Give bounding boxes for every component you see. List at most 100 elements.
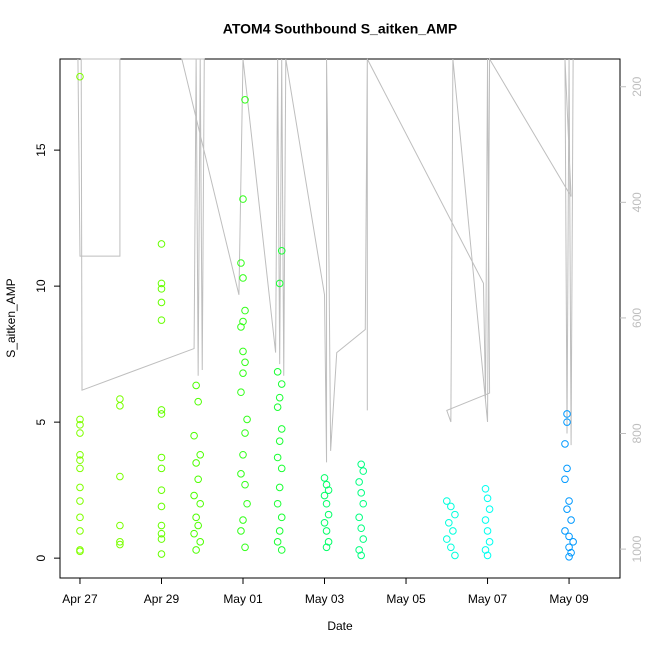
data-point	[76, 415, 84, 424]
data-point	[239, 347, 247, 356]
data-point	[442, 535, 451, 543]
data-point	[359, 467, 368, 475]
y-axis-label: S_aitken_AMP	[4, 278, 18, 357]
data-point	[563, 505, 571, 513]
y2-tick-label: 200	[630, 76, 644, 96]
data-point	[451, 510, 459, 519]
data-point	[277, 380, 286, 388]
data-point	[237, 323, 245, 331]
data-point	[239, 317, 247, 326]
data-point	[239, 450, 247, 459]
data-point	[237, 470, 245, 478]
data-point	[565, 532, 573, 541]
data-point	[192, 546, 200, 554]
data-point	[273, 453, 282, 462]
data-point	[76, 497, 84, 505]
x-tick-label: May 03	[305, 592, 345, 606]
data-point	[320, 518, 329, 527]
data-point	[194, 397, 202, 406]
chart-title: ATOM4 Southbound S_aitken_AMP	[223, 21, 457, 37]
data-point	[561, 527, 569, 535]
data-point	[76, 450, 84, 459]
data-point	[192, 381, 200, 390]
y-tick-label: 10	[34, 279, 48, 293]
data-point	[241, 306, 249, 315]
data-point	[241, 480, 249, 489]
data-point	[196, 450, 205, 459]
x-tick-label: May 01	[223, 592, 263, 606]
y-tick-label: 15	[34, 143, 48, 157]
data-point	[355, 546, 363, 554]
data-point	[116, 540, 124, 549]
data-point	[324, 486, 333, 494]
data-point	[76, 456, 84, 465]
data-point	[157, 550, 166, 558]
data-point	[157, 502, 166, 511]
data-point	[449, 527, 457, 535]
data-point	[322, 527, 331, 535]
data-point	[324, 510, 333, 519]
data-point	[157, 240, 166, 248]
data-point	[275, 437, 284, 445]
data-point	[239, 516, 247, 524]
data-point	[481, 546, 490, 554]
data-point	[447, 543, 455, 552]
y-tick-label: 5	[34, 418, 48, 425]
y2-tick-label: 1000	[630, 535, 644, 562]
data-point	[243, 499, 251, 508]
data-point	[76, 547, 84, 556]
data-point	[357, 489, 365, 497]
data-point	[273, 403, 282, 411]
data-point	[241, 96, 249, 104]
data-point	[322, 543, 331, 552]
data-point	[445, 518, 453, 527]
data-point	[76, 421, 84, 429]
data-point	[447, 502, 455, 511]
data-point	[485, 538, 494, 546]
data-point	[569, 538, 577, 546]
x-tick-label: Apr 29	[144, 592, 180, 606]
data-point	[194, 521, 202, 530]
data-point	[157, 316, 166, 324]
data-point	[277, 513, 286, 522]
data-point	[567, 548, 575, 557]
data-point	[241, 543, 249, 552]
data-point	[273, 499, 282, 508]
data-point	[196, 499, 205, 508]
data-point	[357, 551, 365, 560]
data-point	[237, 388, 245, 397]
y-tick-label: 0	[34, 554, 48, 561]
data-point	[157, 285, 166, 293]
data-point	[76, 483, 84, 492]
data-point	[76, 429, 84, 437]
data-point	[483, 527, 492, 535]
data-point	[357, 460, 365, 469]
data-point	[442, 497, 451, 505]
data-point	[116, 395, 124, 403]
data-point	[76, 513, 84, 522]
data-point	[357, 524, 365, 533]
data-point	[567, 516, 575, 524]
data-point	[241, 358, 249, 367]
data-point	[322, 480, 331, 489]
data-point	[157, 410, 166, 418]
data-point	[273, 368, 282, 376]
y2-tick-label: 400	[630, 192, 644, 212]
data-point	[563, 410, 571, 418]
data-point	[481, 484, 490, 493]
data-point	[157, 453, 166, 462]
data-point	[277, 425, 286, 433]
x-tick-label: May 09	[549, 592, 589, 606]
data-point	[359, 535, 368, 543]
data-point	[275, 279, 284, 288]
data-point	[157, 298, 166, 307]
data-point	[76, 72, 84, 81]
pressure-line	[77, 57, 574, 463]
data-point	[157, 521, 166, 530]
x-tick-label: Apr 27	[62, 592, 98, 606]
data-point	[273, 538, 282, 546]
x-tick-label: May 07	[468, 592, 508, 606]
data-point	[561, 475, 569, 484]
data-point	[241, 429, 249, 437]
